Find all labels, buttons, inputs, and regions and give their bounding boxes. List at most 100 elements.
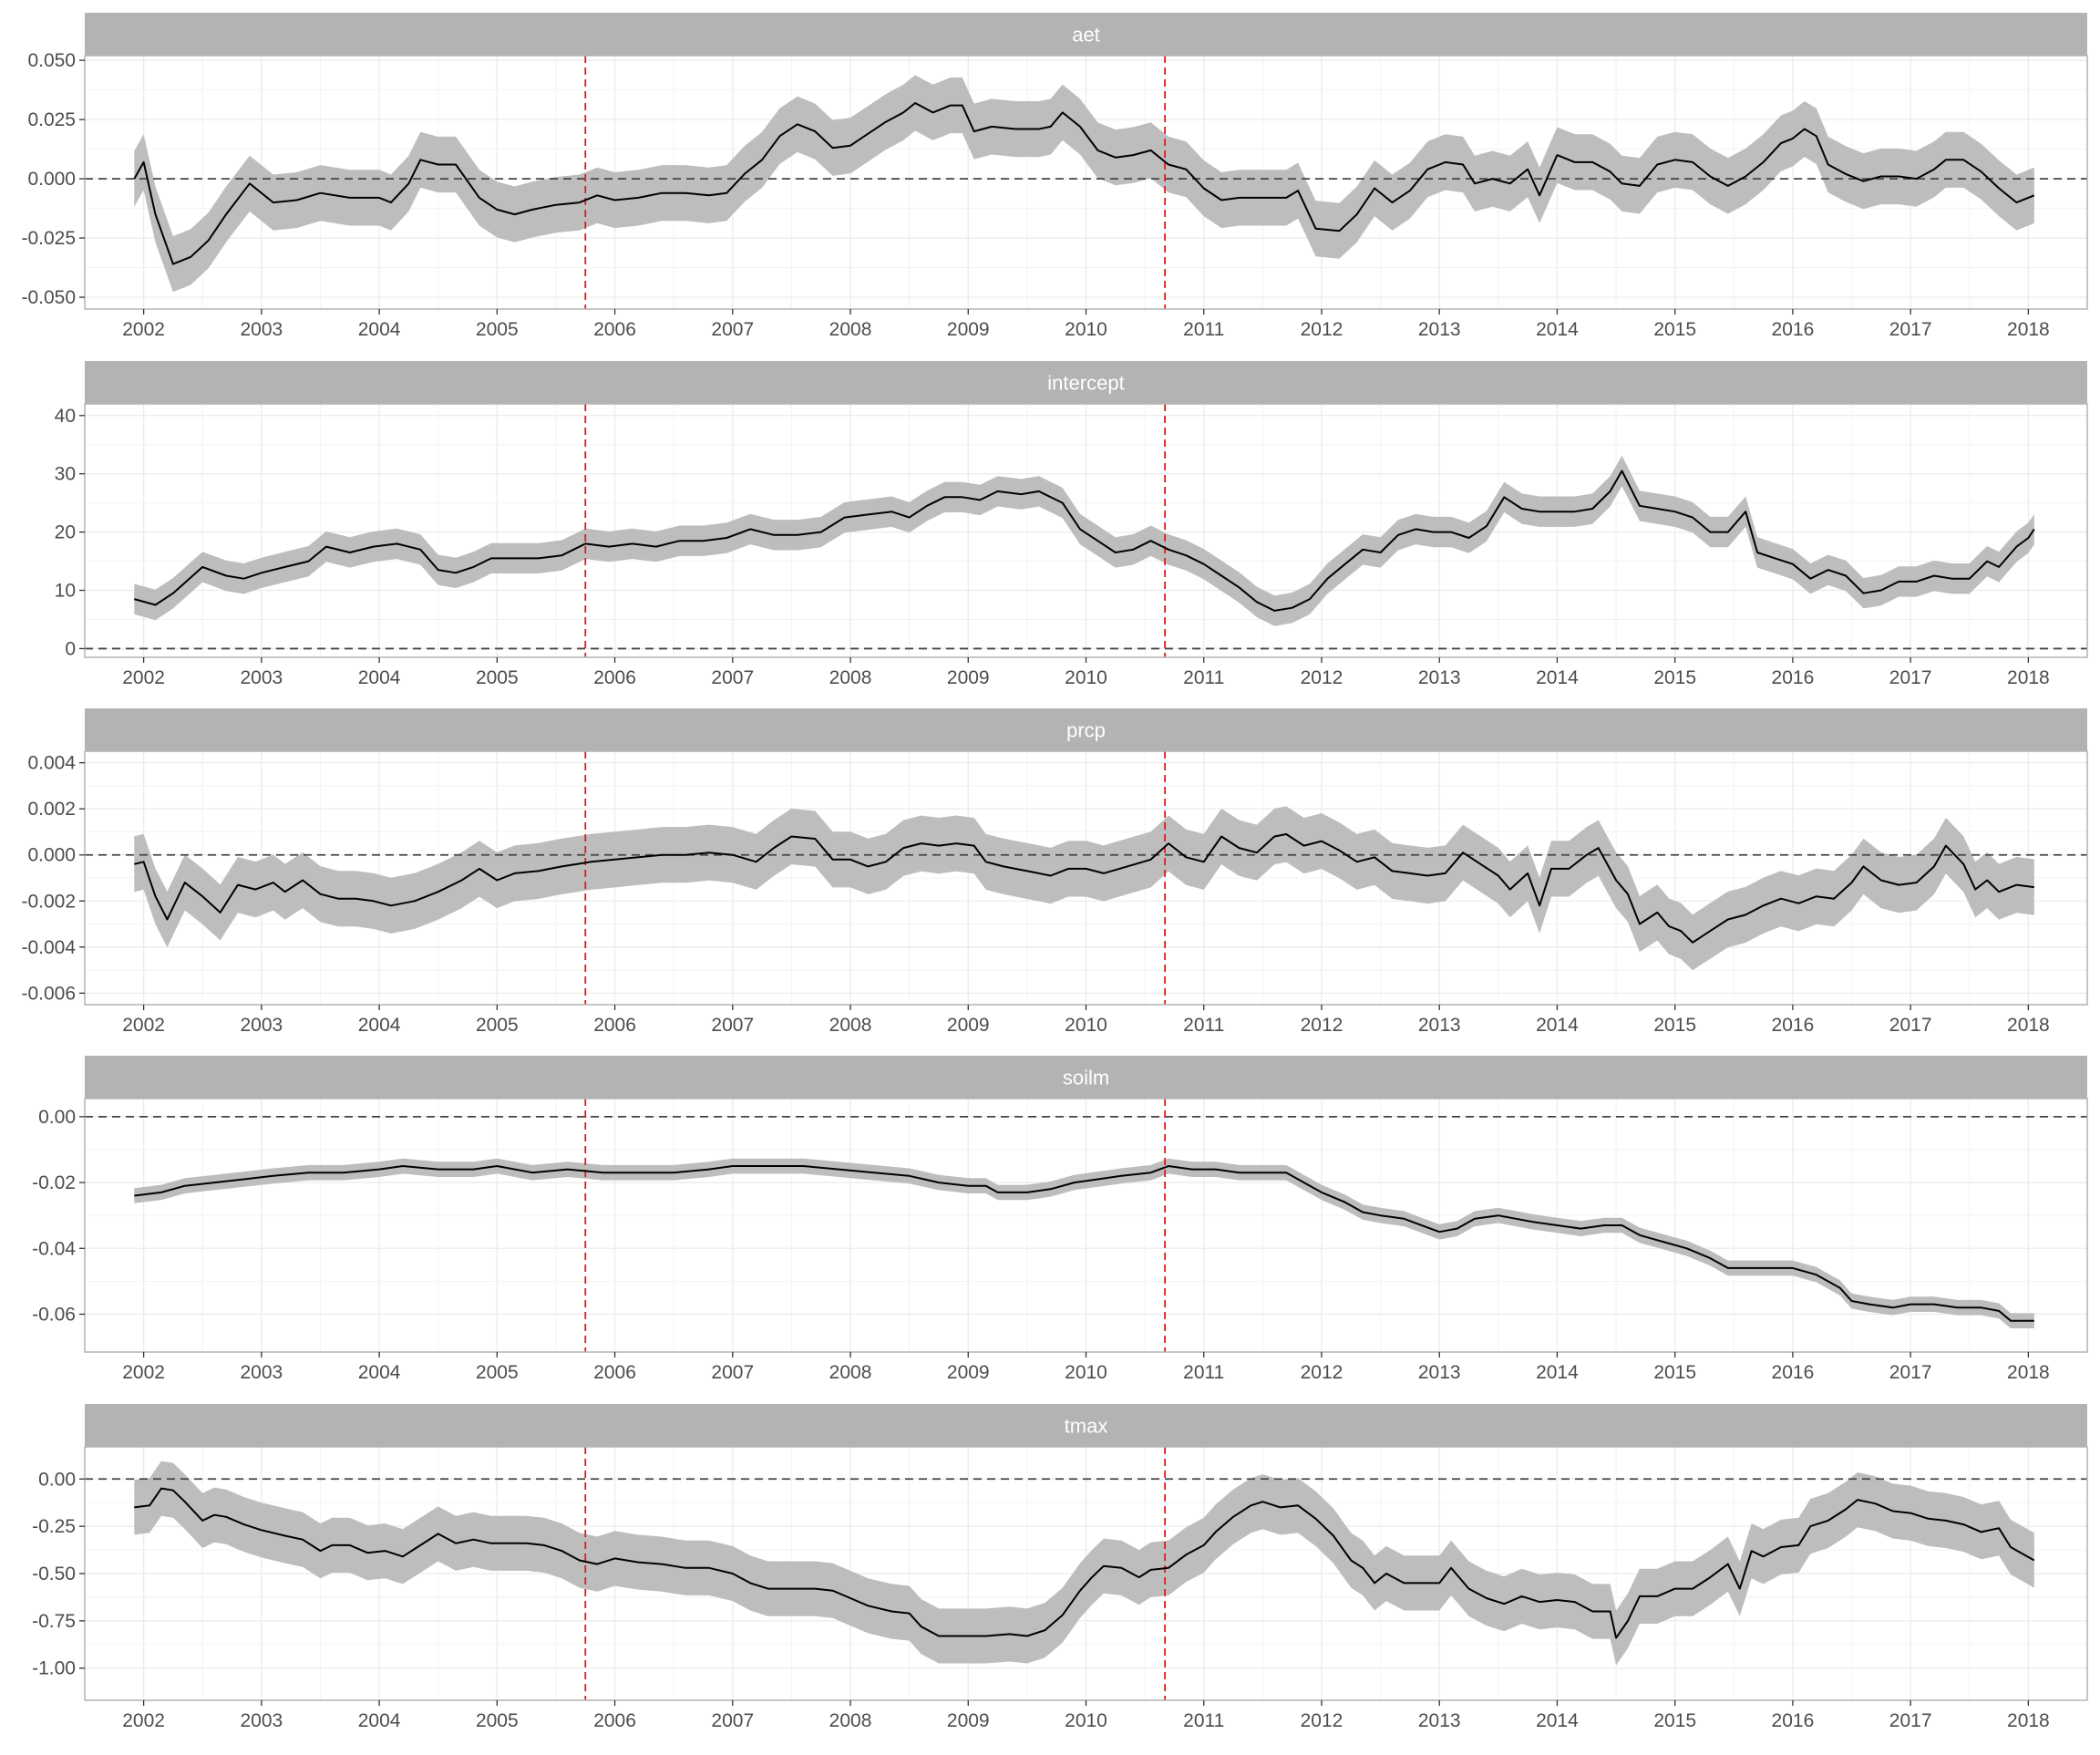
x-tick-label: 2005 xyxy=(476,1015,519,1036)
x-tick-label: 2002 xyxy=(122,1015,165,1036)
x-tick-label: 2009 xyxy=(947,319,990,340)
x-tick-label: 2007 xyxy=(711,1362,754,1383)
y-tick-label: 10 xyxy=(55,581,76,602)
x-tick-label: 2009 xyxy=(947,1015,990,1036)
x-tick-label: 2011 xyxy=(1183,1015,1224,1036)
series-line-prcp xyxy=(134,833,2034,944)
facet-tmax: tmax -1.00 -0.75 -0.50 -0.25 0.00 2002 2003 2004… xyxy=(32,1404,2088,1731)
x-tick-label: 2007 xyxy=(711,319,754,340)
x-tick-label: 2011 xyxy=(1183,1710,1224,1731)
x-tick-label: 2018 xyxy=(2007,1362,2050,1383)
x-tick-label: 2006 xyxy=(593,1015,636,1036)
x-tick-label: 2018 xyxy=(2007,1015,2050,1036)
x-tick-label: 2002 xyxy=(122,319,165,340)
x-tick-label: 2010 xyxy=(1065,1710,1107,1731)
y-tick-label: -0.02 xyxy=(32,1172,76,1193)
confidence-band xyxy=(134,455,2034,626)
y-tick-label: -0.50 xyxy=(32,1564,76,1585)
x-tick-label: 2017 xyxy=(1889,1362,1932,1383)
y-tick-label: -0.050 xyxy=(21,287,76,308)
facet-intercept: intercept 0 10 20 30 40 2002 2003 2004 2005 2006 20… xyxy=(55,361,2088,688)
x-tick-label: 2002 xyxy=(122,1362,165,1383)
x-tick-label: 2004 xyxy=(358,1710,401,1731)
x-tick-label: 2016 xyxy=(1772,1710,1815,1731)
x-tick-label: 2012 xyxy=(1301,1710,1343,1731)
y-tick-label: -0.004 xyxy=(21,937,76,958)
x-tick-label: 2014 xyxy=(1536,1710,1579,1731)
facet-strip-label: prcp xyxy=(1066,719,1106,742)
x-tick-label: 2013 xyxy=(1418,1710,1461,1731)
facet-strip xyxy=(85,13,2087,56)
x-tick-label: 2004 xyxy=(358,1362,401,1383)
facet-strip-label: intercept xyxy=(1047,372,1124,395)
y-tick-label: 0.000 xyxy=(27,169,76,190)
facet-soilm: soilm -0.06 -0.04 -0.02 0.00 2002 2003 2004 2005… xyxy=(32,1056,2088,1383)
facet-strip xyxy=(85,708,2087,751)
x-tick-label: 2008 xyxy=(829,319,872,340)
x-tick-label: 2017 xyxy=(1889,1710,1932,1731)
x-tick-label: 2003 xyxy=(240,667,283,688)
x-tick-label: 2005 xyxy=(476,1362,519,1383)
y-tick-label: -1.00 xyxy=(32,1658,76,1679)
confidence-band xyxy=(134,75,2034,293)
x-tick-label: 2008 xyxy=(829,1015,872,1036)
x-tick-label: 2010 xyxy=(1065,1015,1107,1036)
x-tick-label: 2013 xyxy=(1418,1362,1461,1383)
x-tick-label: 2006 xyxy=(593,1710,636,1731)
x-tick-label: 2004 xyxy=(358,667,401,688)
x-tick-label: 2004 xyxy=(358,319,401,340)
facet-strip xyxy=(85,1404,2087,1447)
y-tick-label: -0.75 xyxy=(32,1611,76,1632)
x-tick-label: 2014 xyxy=(1536,667,1579,688)
x-tick-label: 2017 xyxy=(1889,319,1932,340)
x-tick-label: 2014 xyxy=(1536,1362,1579,1383)
y-tick-label: 0.00 xyxy=(38,1107,76,1128)
x-tick-label: 2018 xyxy=(2007,667,2050,688)
y-tick-label: -0.006 xyxy=(21,983,76,1004)
x-tick-label: 2010 xyxy=(1065,667,1107,688)
series-line-aet xyxy=(133,102,2035,265)
x-tick-label: 2007 xyxy=(711,1710,754,1731)
x-tick-label: 2015 xyxy=(1653,1015,1696,1036)
x-tick-label: 2005 xyxy=(476,1710,519,1731)
y-tick-label: 0.000 xyxy=(27,845,76,866)
x-tick-label: 2014 xyxy=(1536,1015,1579,1036)
x-tick-label: 2011 xyxy=(1183,319,1224,340)
facet-strip-label: soilm xyxy=(1063,1067,1109,1089)
x-tick-label: 2007 xyxy=(711,1015,754,1036)
x-tick-label: 2003 xyxy=(240,1710,283,1731)
y-tick-label: -0.025 xyxy=(21,228,76,249)
x-tick-label: 2006 xyxy=(593,667,636,688)
y-tick-label: 0.025 xyxy=(27,109,76,130)
x-tick-label: 2002 xyxy=(122,1710,165,1731)
facet-prcp: prcp -0.006 -0.004 -0.002 0.000 0.002 0.004 200… xyxy=(21,708,2088,1036)
y-tick-label: 0 xyxy=(65,638,76,659)
x-tick-label: 2018 xyxy=(2007,319,2050,340)
x-tick-label: 2018 xyxy=(2007,1710,2050,1731)
facet-aet: aet -0.050 -0.025 0.000 0.025 0.050 2002 2003 20… xyxy=(21,13,2088,340)
x-tick-label: 2004 xyxy=(358,1015,401,1036)
x-tick-label: 2016 xyxy=(1772,667,1815,688)
confidence-band xyxy=(134,806,2034,971)
x-tick-label: 2010 xyxy=(1065,1362,1107,1383)
x-tick-label: 2017 xyxy=(1889,1015,1932,1036)
y-tick-label: 0.00 xyxy=(38,1469,76,1490)
x-tick-label: 2003 xyxy=(240,1015,283,1036)
x-tick-label: 2005 xyxy=(476,667,519,688)
x-tick-label: 2005 xyxy=(476,319,519,340)
y-tick-label: -0.25 xyxy=(32,1516,76,1537)
x-tick-label: 2002 xyxy=(122,667,165,688)
x-tick-label: 2013 xyxy=(1418,319,1461,340)
x-tick-label: 2016 xyxy=(1772,319,1815,340)
x-tick-label: 2012 xyxy=(1301,667,1343,688)
x-tick-label: 2015 xyxy=(1653,1710,1696,1731)
x-tick-label: 2015 xyxy=(1653,667,1696,688)
x-tick-label: 2003 xyxy=(240,319,283,340)
y-tick-label: 0.004 xyxy=(27,753,76,774)
series-line-soilm xyxy=(134,1165,2034,1322)
x-tick-label: 2013 xyxy=(1418,1015,1461,1036)
x-tick-label: 2014 xyxy=(1536,319,1579,340)
x-tick-label: 2010 xyxy=(1065,319,1107,340)
